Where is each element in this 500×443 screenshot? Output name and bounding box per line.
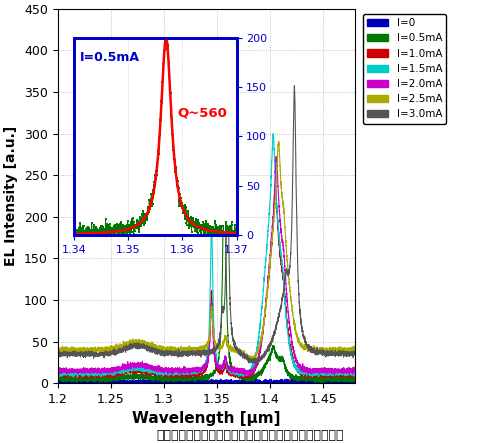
I=1.5mA <box>182 369 188 375</box>
Text: Q~560: Q~560 <box>177 106 227 120</box>
Text: 図３　発光デバイスの特性：発光強度の注入電流依存性: 図３ 発光デバイスの特性：発光強度の注入電流依存性 <box>156 428 344 442</box>
I=3.0mA <box>252 361 258 366</box>
I=2.0mA <box>270 206 276 212</box>
I=0 <box>182 378 188 384</box>
I=3.0mA <box>343 353 349 358</box>
X-axis label: Wavelength [μm]: Wavelength [μm] <box>132 412 280 427</box>
I=0 <box>196 380 202 385</box>
Line: I=3.0mA: I=3.0mA <box>58 85 355 364</box>
Y-axis label: EL Intensity [a.u.]: EL Intensity [a.u.] <box>4 126 18 266</box>
I=2.0mA <box>352 368 358 373</box>
I=1.0mA <box>196 372 202 377</box>
Line: I=2.5mA: I=2.5mA <box>58 141 355 361</box>
I=2.0mA <box>180 367 186 372</box>
I=0.5mA <box>180 377 186 382</box>
I=1.5mA <box>54 372 60 377</box>
I=2.0mA <box>246 373 252 379</box>
Line: I=1.5mA: I=1.5mA <box>58 134 355 377</box>
I=0 <box>54 381 60 386</box>
I=2.0mA <box>343 368 349 373</box>
I=2.5mA <box>249 359 255 364</box>
I=1.0mA <box>304 376 310 381</box>
I=2.5mA <box>196 346 202 352</box>
I=1.0mA <box>270 214 276 219</box>
I=0 <box>109 375 115 381</box>
I=2.0mA <box>196 367 202 373</box>
I=2.5mA <box>328 348 334 353</box>
I=0 <box>343 379 349 384</box>
I=1.0mA <box>272 183 278 188</box>
I=0.5mA <box>54 377 60 382</box>
I=0 <box>270 379 276 385</box>
Line: I=0.5mA: I=0.5mA <box>58 118 355 383</box>
I=0 <box>180 378 186 384</box>
I=0.5mA <box>182 376 188 381</box>
I=1.5mA <box>180 369 186 374</box>
I=2.0mA <box>182 367 188 373</box>
I=2.5mA <box>54 346 60 351</box>
I=2.0mA <box>274 154 280 159</box>
Legend: I=0, I=0.5mA, I=1.0mA, I=1.5mA, I=2.0mA, I=2.5mA, I=3.0mA: I=0, I=0.5mA, I=1.0mA, I=1.5mA, I=2.0mA,… <box>363 14 446 124</box>
I=1.5mA <box>328 370 334 375</box>
Text: I=0.5mA: I=0.5mA <box>80 51 140 64</box>
I=1.5mA <box>343 371 349 376</box>
Line: I=2.0mA: I=2.0mA <box>58 156 355 376</box>
I=0.5mA <box>352 375 358 380</box>
I=2.5mA <box>352 347 358 353</box>
I=1.0mA <box>328 374 334 380</box>
I=2.0mA <box>54 368 60 373</box>
I=0.5mA <box>222 115 228 120</box>
I=1.0mA <box>343 371 349 377</box>
I=0.5mA <box>343 376 349 381</box>
I=1.5mA <box>196 369 202 374</box>
I=3.0mA <box>352 350 358 355</box>
I=1.0mA <box>182 372 188 377</box>
Line: I=1.0mA: I=1.0mA <box>58 186 355 379</box>
I=2.5mA <box>343 346 349 352</box>
I=0.5mA <box>328 377 334 383</box>
I=2.5mA <box>270 219 276 224</box>
I=3.0mA <box>180 353 186 358</box>
I=0.5mA <box>270 347 276 352</box>
I=3.0mA <box>292 83 298 88</box>
I=0.5mA <box>196 377 202 382</box>
I=1.5mA <box>270 131 276 136</box>
I=1.0mA <box>180 374 186 379</box>
I=0 <box>352 380 358 385</box>
I=2.5mA <box>276 138 281 144</box>
I=1.5mA <box>271 137 277 142</box>
I=1.5mA <box>74 375 80 380</box>
I=2.5mA <box>182 346 188 352</box>
I=3.0mA <box>196 351 202 357</box>
I=3.0mA <box>328 353 334 358</box>
I=3.0mA <box>182 352 188 357</box>
I=3.0mA <box>54 354 60 359</box>
I=2.0mA <box>328 366 334 372</box>
I=1.0mA <box>352 374 358 379</box>
I=1.0mA <box>54 373 60 378</box>
Line: I=0: I=0 <box>58 378 355 383</box>
I=1.5mA <box>352 371 358 376</box>
I=2.5mA <box>180 350 186 355</box>
I=3.0mA <box>270 334 276 339</box>
I=0.5mA <box>318 381 324 386</box>
I=0 <box>328 381 334 386</box>
